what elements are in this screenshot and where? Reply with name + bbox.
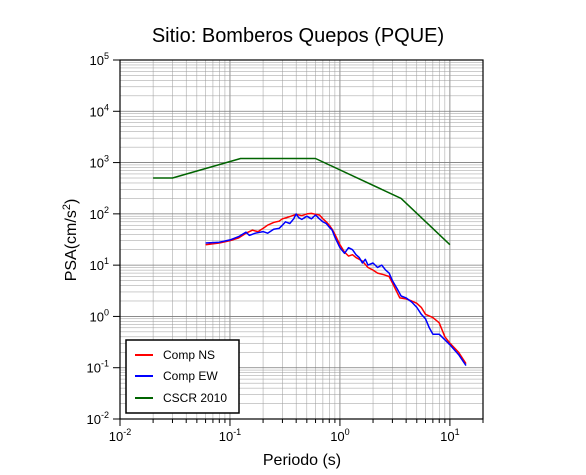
y-tick-label: 101 <box>90 256 109 273</box>
x-tick-label: 101 <box>440 427 459 444</box>
legend-label-comp-ew: Comp EW <box>163 369 218 383</box>
series-line-cscr-2010 <box>153 157 451 246</box>
y-tick-label: 105 <box>90 51 109 68</box>
y-axis: 10-2 10-1 100 101 102 103 104 105 <box>87 51 120 427</box>
y-axis-label-superscript: 2 <box>61 204 73 210</box>
y-tick-label: 100 <box>90 307 109 324</box>
x-tick-label: 10-1 <box>219 427 241 444</box>
x-tick-label: 10-2 <box>109 427 131 444</box>
y-tick-label: 102 <box>90 205 109 222</box>
legend-label-comp-ns: Comp NS <box>163 348 215 362</box>
series-line-comp-ns <box>205 212 467 365</box>
grid <box>119 59 484 420</box>
y-tick-label: 10-1 <box>87 359 109 376</box>
legend-label-cscr-2010: CSCR 2010 <box>163 391 227 405</box>
y-tick-label: 103 <box>90 154 109 171</box>
y-axis-label-end: ) <box>63 199 80 204</box>
series-line-comp-ew <box>205 213 467 367</box>
x-axis: 10-2 10-1 100 101 <box>109 419 484 444</box>
y-tick-label: 104 <box>90 102 109 119</box>
legend: Comp NS Comp EW CSCR 2010 <box>125 339 240 414</box>
plot-frame <box>119 59 484 420</box>
chart-title: Sitio: Bomberos Quepos (PQUE) <box>152 25 444 47</box>
y-tick-label: 10-2 <box>87 410 109 427</box>
series-lines <box>153 157 467 367</box>
y-axis-label: PSA(cm/s2) <box>61 199 80 282</box>
x-tick-label: 100 <box>330 427 349 444</box>
legend-box <box>125 339 240 414</box>
x-axis-label: Periodo (s) <box>263 452 341 469</box>
y-axis-label-base: PSA(cm/s <box>63 210 80 281</box>
